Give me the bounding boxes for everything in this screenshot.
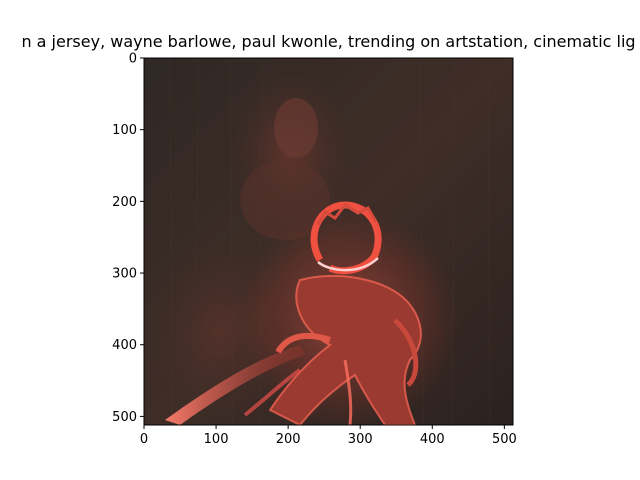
y-tick-label: 100 <box>112 123 137 138</box>
x-tick-label: 0 <box>140 432 148 447</box>
y-tick-label: 500 <box>112 410 137 425</box>
image-creature-body <box>268 274 422 425</box>
chart-title: n a jersey, wayne barlowe, paul kwonle, … <box>21 32 635 51</box>
y-tick-label: 0 <box>129 52 137 67</box>
y-tick-label: 300 <box>112 267 137 282</box>
image-light-streak-3 <box>343 359 353 425</box>
x-tick-label: 300 <box>348 432 373 447</box>
image-creature-leg <box>393 318 419 387</box>
y-tick-label: 400 <box>112 338 137 353</box>
y-tick-label: 200 <box>112 195 137 210</box>
x-tick-label: 100 <box>204 432 229 447</box>
image-creature-arm <box>275 332 331 354</box>
axes-frame <box>143 57 514 426</box>
image-creature-crest <box>316 203 378 226</box>
image-ghost-head <box>274 98 318 158</box>
image-artwork <box>144 58 513 425</box>
x-tick-label: 200 <box>276 432 301 447</box>
image-light-streak <box>165 345 305 425</box>
image-light-streak-2 <box>243 368 302 417</box>
x-axis-ticks: 0 100 200 300 400 500 <box>140 425 517 447</box>
y-axis-ticks: 0 100 200 300 400 500 <box>112 52 144 425</box>
x-tick-label: 500 <box>492 432 517 447</box>
x-tick-label: 400 <box>420 432 445 447</box>
image-creature-horn-highlight <box>317 257 379 272</box>
